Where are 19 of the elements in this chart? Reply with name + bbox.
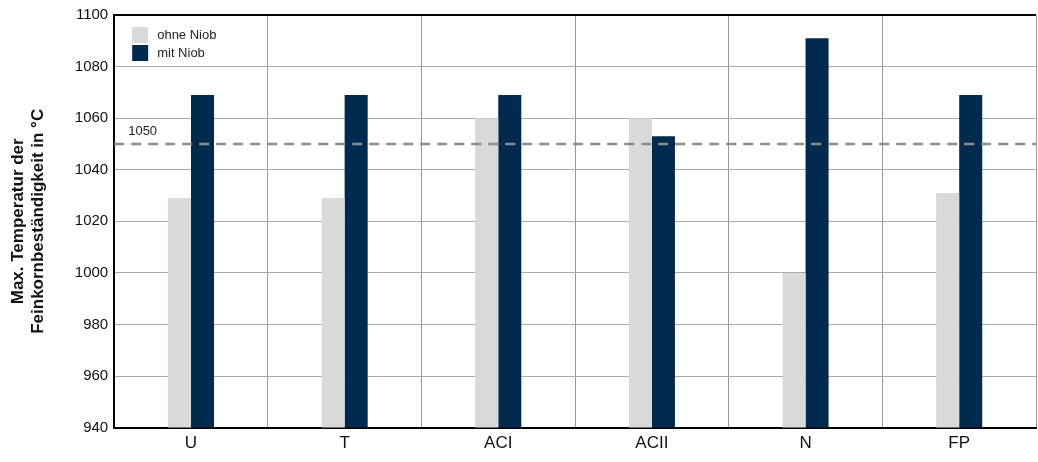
y-tick-label: 1060 — [74, 108, 109, 126]
y-tick-label: 980 — [83, 314, 109, 332]
x-tick-label: N — [799, 433, 812, 453]
x-tick-label: ACII — [635, 433, 669, 453]
legend-label: mit Niob — [157, 44, 205, 60]
y-tick-label: 1000 — [74, 263, 109, 281]
x-tick-label: FP — [948, 433, 971, 453]
ref-line-label: 1050 — [128, 123, 158, 139]
x-tick-label: U — [184, 433, 198, 453]
y-tick-label: 940 — [83, 417, 109, 435]
y-tick-label: 1040 — [74, 159, 109, 177]
x-tick-label: T — [339, 433, 350, 453]
y-axis-title: Max. Temperatur der Feinkornbeständigkeit in °C — [7, 108, 48, 334]
y-tick-label: 1020 — [74, 211, 109, 229]
legend-label: ohne Niob — [157, 26, 217, 42]
y-tick-label: 960 — [83, 366, 109, 384]
y-tick-label: 1100 — [75, 5, 109, 23]
y-tick-label: 1080 — [74, 56, 109, 74]
x-tick-label: ACI — [484, 433, 513, 453]
